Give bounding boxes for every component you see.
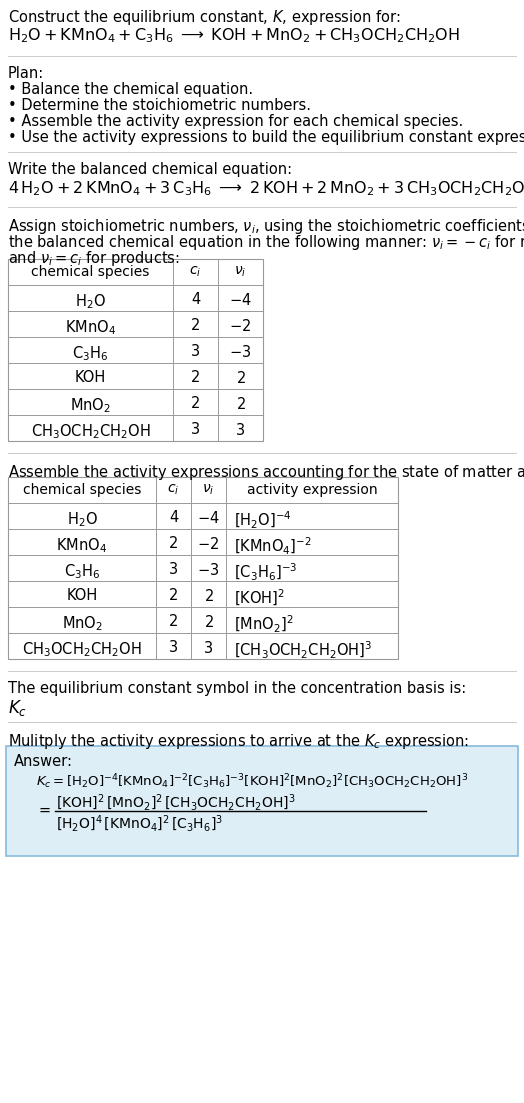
Text: Plan:: Plan: — [8, 66, 44, 81]
Text: $[\mathrm{C_3H_6}]^{-3}$: $[\mathrm{C_3H_6}]^{-3}$ — [234, 563, 297, 583]
Text: $-3$: $-3$ — [198, 563, 220, 578]
Text: $2$: $2$ — [203, 614, 213, 630]
Text: 2: 2 — [169, 536, 178, 552]
Text: 2: 2 — [191, 318, 200, 333]
Text: Answer:: Answer: — [14, 754, 73, 769]
Text: $2$: $2$ — [236, 370, 245, 386]
Text: $-2$: $-2$ — [198, 536, 220, 552]
Text: $[\mathrm{H_2O}]^4\,[\mathrm{KMnO_4}]^2\,[\mathrm{C_3H_6}]^3$: $[\mathrm{H_2O}]^4\,[\mathrm{KMnO_4}]^2\… — [56, 814, 223, 834]
Text: $c_i$: $c_i$ — [167, 483, 180, 497]
Text: $\mathrm{MnO_2}$: $\mathrm{MnO_2}$ — [61, 614, 103, 633]
Text: 2: 2 — [169, 588, 178, 603]
Text: $\nu_i$: $\nu_i$ — [202, 483, 215, 497]
Text: $\mathrm{KMnO_4}$: $\mathrm{KMnO_4}$ — [57, 536, 107, 555]
Text: Construct the equilibrium constant, $K$, expression for:: Construct the equilibrium constant, $K$,… — [8, 8, 401, 26]
Text: the balanced chemical equation in the following manner: $\nu_i = -c_i$ for react: the balanced chemical equation in the fo… — [8, 233, 524, 251]
Text: $[\mathrm{KOH}]^2\,[\mathrm{MnO_2}]^2\,[\mathrm{CH_3OCH_2CH_2OH}]^3$: $[\mathrm{KOH}]^2\,[\mathrm{MnO_2}]^2\,[… — [56, 793, 296, 813]
Text: Write the balanced chemical equation:: Write the balanced chemical equation: — [8, 162, 292, 176]
Text: $[\mathrm{H_2O}]^{-4}$: $[\mathrm{H_2O}]^{-4}$ — [234, 510, 292, 532]
Text: $c_i$: $c_i$ — [189, 265, 202, 279]
Text: 2: 2 — [169, 614, 178, 629]
Text: $\nu_i$: $\nu_i$ — [234, 265, 247, 279]
Text: 3: 3 — [191, 344, 200, 358]
Text: 3: 3 — [169, 640, 178, 655]
Text: • Determine the stoichiometric numbers.: • Determine the stoichiometric numbers. — [8, 98, 311, 113]
Text: $2$: $2$ — [236, 396, 245, 413]
Text: $-3$: $-3$ — [230, 344, 252, 360]
FancyBboxPatch shape — [6, 746, 518, 856]
Text: $[\mathrm{MnO_2}]^2$: $[\mathrm{MnO_2}]^2$ — [234, 614, 293, 635]
Text: KOH: KOH — [75, 370, 106, 385]
Text: • Use the activity expressions to build the equilibrium constant expression.: • Use the activity expressions to build … — [8, 130, 524, 144]
Text: $-4$: $-4$ — [229, 292, 252, 308]
Text: $\mathrm{H_2O}$: $\mathrm{H_2O}$ — [67, 510, 97, 528]
Text: $\mathrm{H_2O}$: $\mathrm{H_2O}$ — [75, 292, 106, 311]
Text: $\mathrm{H_2O + KMnO_4 + C_3H_6}$$\;\longrightarrow\;$$\mathrm{KOH + MnO_2 + CH_: $\mathrm{H_2O + KMnO_4 + C_3H_6}$$\;\lon… — [8, 26, 460, 45]
Text: chemical species: chemical species — [31, 265, 150, 279]
Text: $\mathrm{C_3H_6}$: $\mathrm{C_3H_6}$ — [72, 344, 108, 363]
Text: Mulitply the activity expressions to arrive at the $K_c$ expression:: Mulitply the activity expressions to arr… — [8, 732, 469, 751]
Text: $3$: $3$ — [203, 640, 213, 656]
Text: $\mathrm{MnO_2}$: $\mathrm{MnO_2}$ — [70, 396, 111, 415]
Text: • Balance the chemical equation.: • Balance the chemical equation. — [8, 82, 253, 97]
Text: The equilibrium constant symbol in the concentration basis is:: The equilibrium constant symbol in the c… — [8, 681, 466, 696]
Text: 3: 3 — [191, 422, 200, 437]
Text: 2: 2 — [191, 396, 200, 411]
Text: chemical species: chemical species — [23, 483, 141, 497]
Text: KOH: KOH — [67, 588, 97, 603]
Bar — [8, 259, 263, 441]
Bar — [8, 476, 398, 658]
Text: 4: 4 — [169, 510, 178, 525]
Text: activity expression: activity expression — [247, 483, 377, 497]
Text: • Assemble the activity expression for each chemical species.: • Assemble the activity expression for e… — [8, 114, 463, 129]
Text: 2: 2 — [191, 370, 200, 385]
Text: $\mathrm{KMnO_4}$: $\mathrm{KMnO_4}$ — [65, 318, 116, 336]
Text: $2$: $2$ — [203, 588, 213, 604]
Text: $\mathrm{C_3H_6}$: $\mathrm{C_3H_6}$ — [64, 563, 100, 580]
Text: $\mathrm{4\,H_2O + 2\,KMnO_4 + 3\,C_3H_6}$$\;\longrightarrow\;$$\mathrm{2\,KOH +: $\mathrm{4\,H_2O + 2\,KMnO_4 + 3\,C_3H_6… — [8, 179, 524, 197]
Text: Assign stoichiometric numbers, $\nu_i$, using the stoichiometric coefficients, $: Assign stoichiometric numbers, $\nu_i$, … — [8, 217, 524, 236]
Text: $K_c = [\mathrm{H_2O}]^{-4}[\mathrm{KMnO_4}]^{-2}[\mathrm{C_3H_6}]^{-3}[\mathrm{: $K_c = [\mathrm{H_2O}]^{-4}[\mathrm{KMnO… — [36, 772, 468, 791]
Text: 3: 3 — [169, 563, 178, 577]
Text: $-2$: $-2$ — [230, 318, 252, 334]
Text: $=$: $=$ — [36, 802, 51, 817]
Text: $-4$: $-4$ — [197, 510, 220, 526]
Text: $[\mathrm{CH_3OCH_2CH_2OH}]^3$: $[\mathrm{CH_3OCH_2CH_2OH}]^3$ — [234, 640, 372, 661]
Text: $K_c$: $K_c$ — [8, 698, 27, 718]
Text: and $\nu_i = c_i$ for products:: and $\nu_i = c_i$ for products: — [8, 249, 180, 268]
Text: $[\mathrm{KMnO_4}]^{-2}$: $[\mathrm{KMnO_4}]^{-2}$ — [234, 536, 312, 557]
Text: 4: 4 — [191, 292, 200, 307]
Text: $[\mathrm{KOH}]^2$: $[\mathrm{KOH}]^2$ — [234, 588, 285, 608]
Text: $3$: $3$ — [235, 422, 246, 438]
Text: $\mathrm{CH_3OCH_2CH_2OH}$: $\mathrm{CH_3OCH_2CH_2OH}$ — [22, 640, 142, 658]
Text: $\mathrm{CH_3OCH_2CH_2OH}$: $\mathrm{CH_3OCH_2CH_2OH}$ — [31, 422, 150, 441]
Text: Assemble the activity expressions accounting for the state of matter and $\nu_i$: Assemble the activity expressions accoun… — [8, 463, 524, 482]
